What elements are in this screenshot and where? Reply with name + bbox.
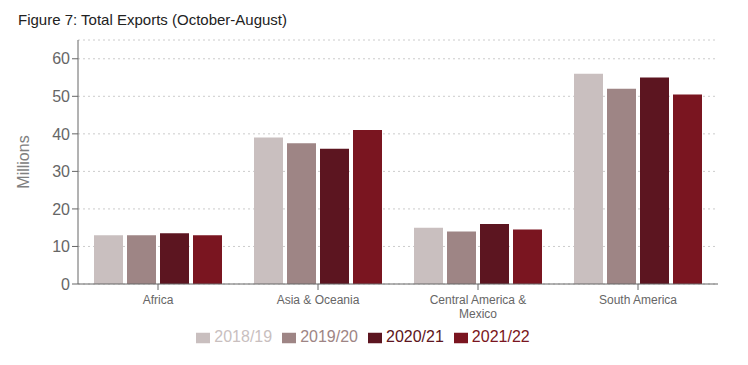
svg-text:40: 40: [52, 126, 70, 143]
svg-text:South America: South America: [599, 293, 677, 307]
html-text:Figure 7: Total Exports (Octob: Figure 7: Total Exports (October-August): [18, 11, 287, 28]
svg-text:60: 60: [52, 50, 70, 67]
svg-text:10: 10: [52, 238, 70, 255]
svg-text:Central America &Mexico: Central America &Mexico: [430, 293, 527, 321]
html-text:2020/21: 2020/21: [386, 328, 444, 345]
html-text:2019/20: 2019/20: [300, 328, 358, 345]
svg-text:Asia & Oceania: Asia & Oceania: [277, 293, 360, 307]
svg-text:Africa: Africa: [143, 293, 174, 307]
svg-text:Millions: Millions: [15, 135, 32, 188]
svg-text:0: 0: [61, 276, 70, 293]
svg-text:30: 30: [52, 163, 70, 180]
html-text:2018/19: 2018/19: [214, 328, 273, 345]
svg-text:20: 20: [52, 201, 70, 218]
svg-text:50: 50: [52, 88, 70, 105]
html-text:2021/22: 2021/22: [471, 328, 530, 345]
